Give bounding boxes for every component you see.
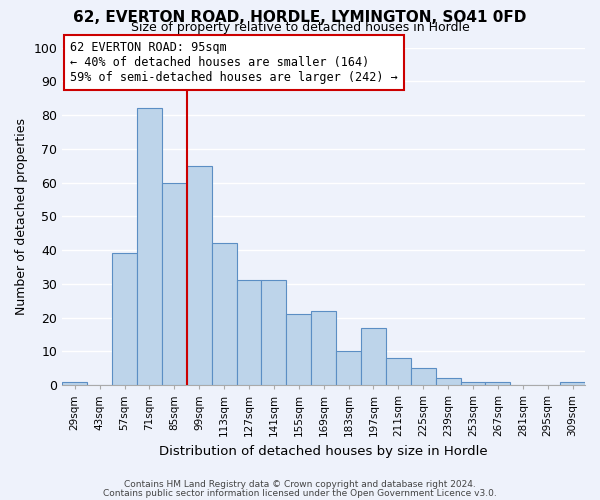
Bar bbox=[162, 182, 187, 385]
Text: Contains public sector information licensed under the Open Government Licence v3: Contains public sector information licen… bbox=[103, 488, 497, 498]
Bar bbox=[336, 352, 361, 385]
Bar bbox=[262, 280, 286, 385]
Text: Contains HM Land Registry data © Crown copyright and database right 2024.: Contains HM Land Registry data © Crown c… bbox=[124, 480, 476, 489]
Bar bbox=[187, 166, 212, 385]
Bar bbox=[286, 314, 311, 385]
Bar bbox=[137, 108, 162, 385]
Bar bbox=[485, 382, 511, 385]
Y-axis label: Number of detached properties: Number of detached properties bbox=[15, 118, 28, 315]
Bar bbox=[386, 358, 411, 385]
Bar bbox=[436, 378, 461, 385]
Bar bbox=[461, 382, 485, 385]
Bar bbox=[112, 254, 137, 385]
Text: 62, EVERTON ROAD, HORDLE, LYMINGTON, SO41 0FD: 62, EVERTON ROAD, HORDLE, LYMINGTON, SO4… bbox=[73, 10, 527, 25]
Bar bbox=[236, 280, 262, 385]
Bar bbox=[212, 244, 236, 385]
Bar bbox=[62, 382, 87, 385]
Bar bbox=[411, 368, 436, 385]
X-axis label: Distribution of detached houses by size in Hordle: Distribution of detached houses by size … bbox=[160, 444, 488, 458]
Bar bbox=[361, 328, 386, 385]
Bar bbox=[311, 311, 336, 385]
Bar bbox=[560, 382, 585, 385]
Text: Size of property relative to detached houses in Hordle: Size of property relative to detached ho… bbox=[131, 21, 469, 34]
Text: 62 EVERTON ROAD: 95sqm
← 40% of detached houses are smaller (164)
59% of semi-de: 62 EVERTON ROAD: 95sqm ← 40% of detached… bbox=[70, 41, 398, 84]
